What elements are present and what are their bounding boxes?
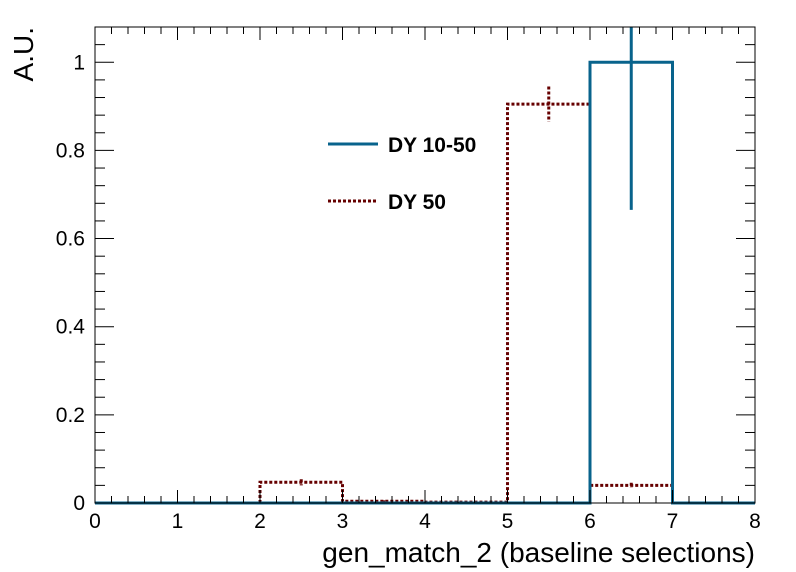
x-tick-label: 7 bbox=[667, 510, 679, 533]
x-tick-label: 5 bbox=[502, 510, 514, 533]
y-tick-label: 0.8 bbox=[56, 139, 85, 162]
y-tick-label: 0.4 bbox=[56, 316, 86, 339]
y-tick-label: 1 bbox=[73, 51, 85, 74]
axis-ticks bbox=[94, 26, 756, 504]
y-tick-label: 0.2 bbox=[56, 404, 85, 427]
tick-labels: 0 1 2 3 4 5 6 7 8 0 0.2 0.4 0.6 0.8 1 bbox=[56, 51, 761, 533]
legend: DY 10-50 DY 50 bbox=[328, 134, 476, 214]
legend-label-dy-50: DY 50 bbox=[388, 191, 446, 214]
y-axis-title: A.U. bbox=[8, 27, 39, 81]
x-tick-label: 6 bbox=[584, 510, 596, 533]
legend-label-dy-10-50: DY 10-50 bbox=[388, 134, 476, 157]
x-axis-title: gen_match_2 (baseline selections) bbox=[322, 537, 755, 568]
x-tick-label: 0 bbox=[89, 510, 101, 533]
x-tick-label: 3 bbox=[337, 510, 349, 533]
y-tick-label: 0 bbox=[73, 492, 85, 515]
y-tick-label: 0.6 bbox=[56, 228, 85, 251]
x-tick-label: 1 bbox=[172, 510, 184, 533]
x-tick-label: 2 bbox=[254, 510, 266, 533]
x-tick-label: 8 bbox=[749, 510, 761, 533]
x-tick-label: 4 bbox=[419, 510, 431, 533]
